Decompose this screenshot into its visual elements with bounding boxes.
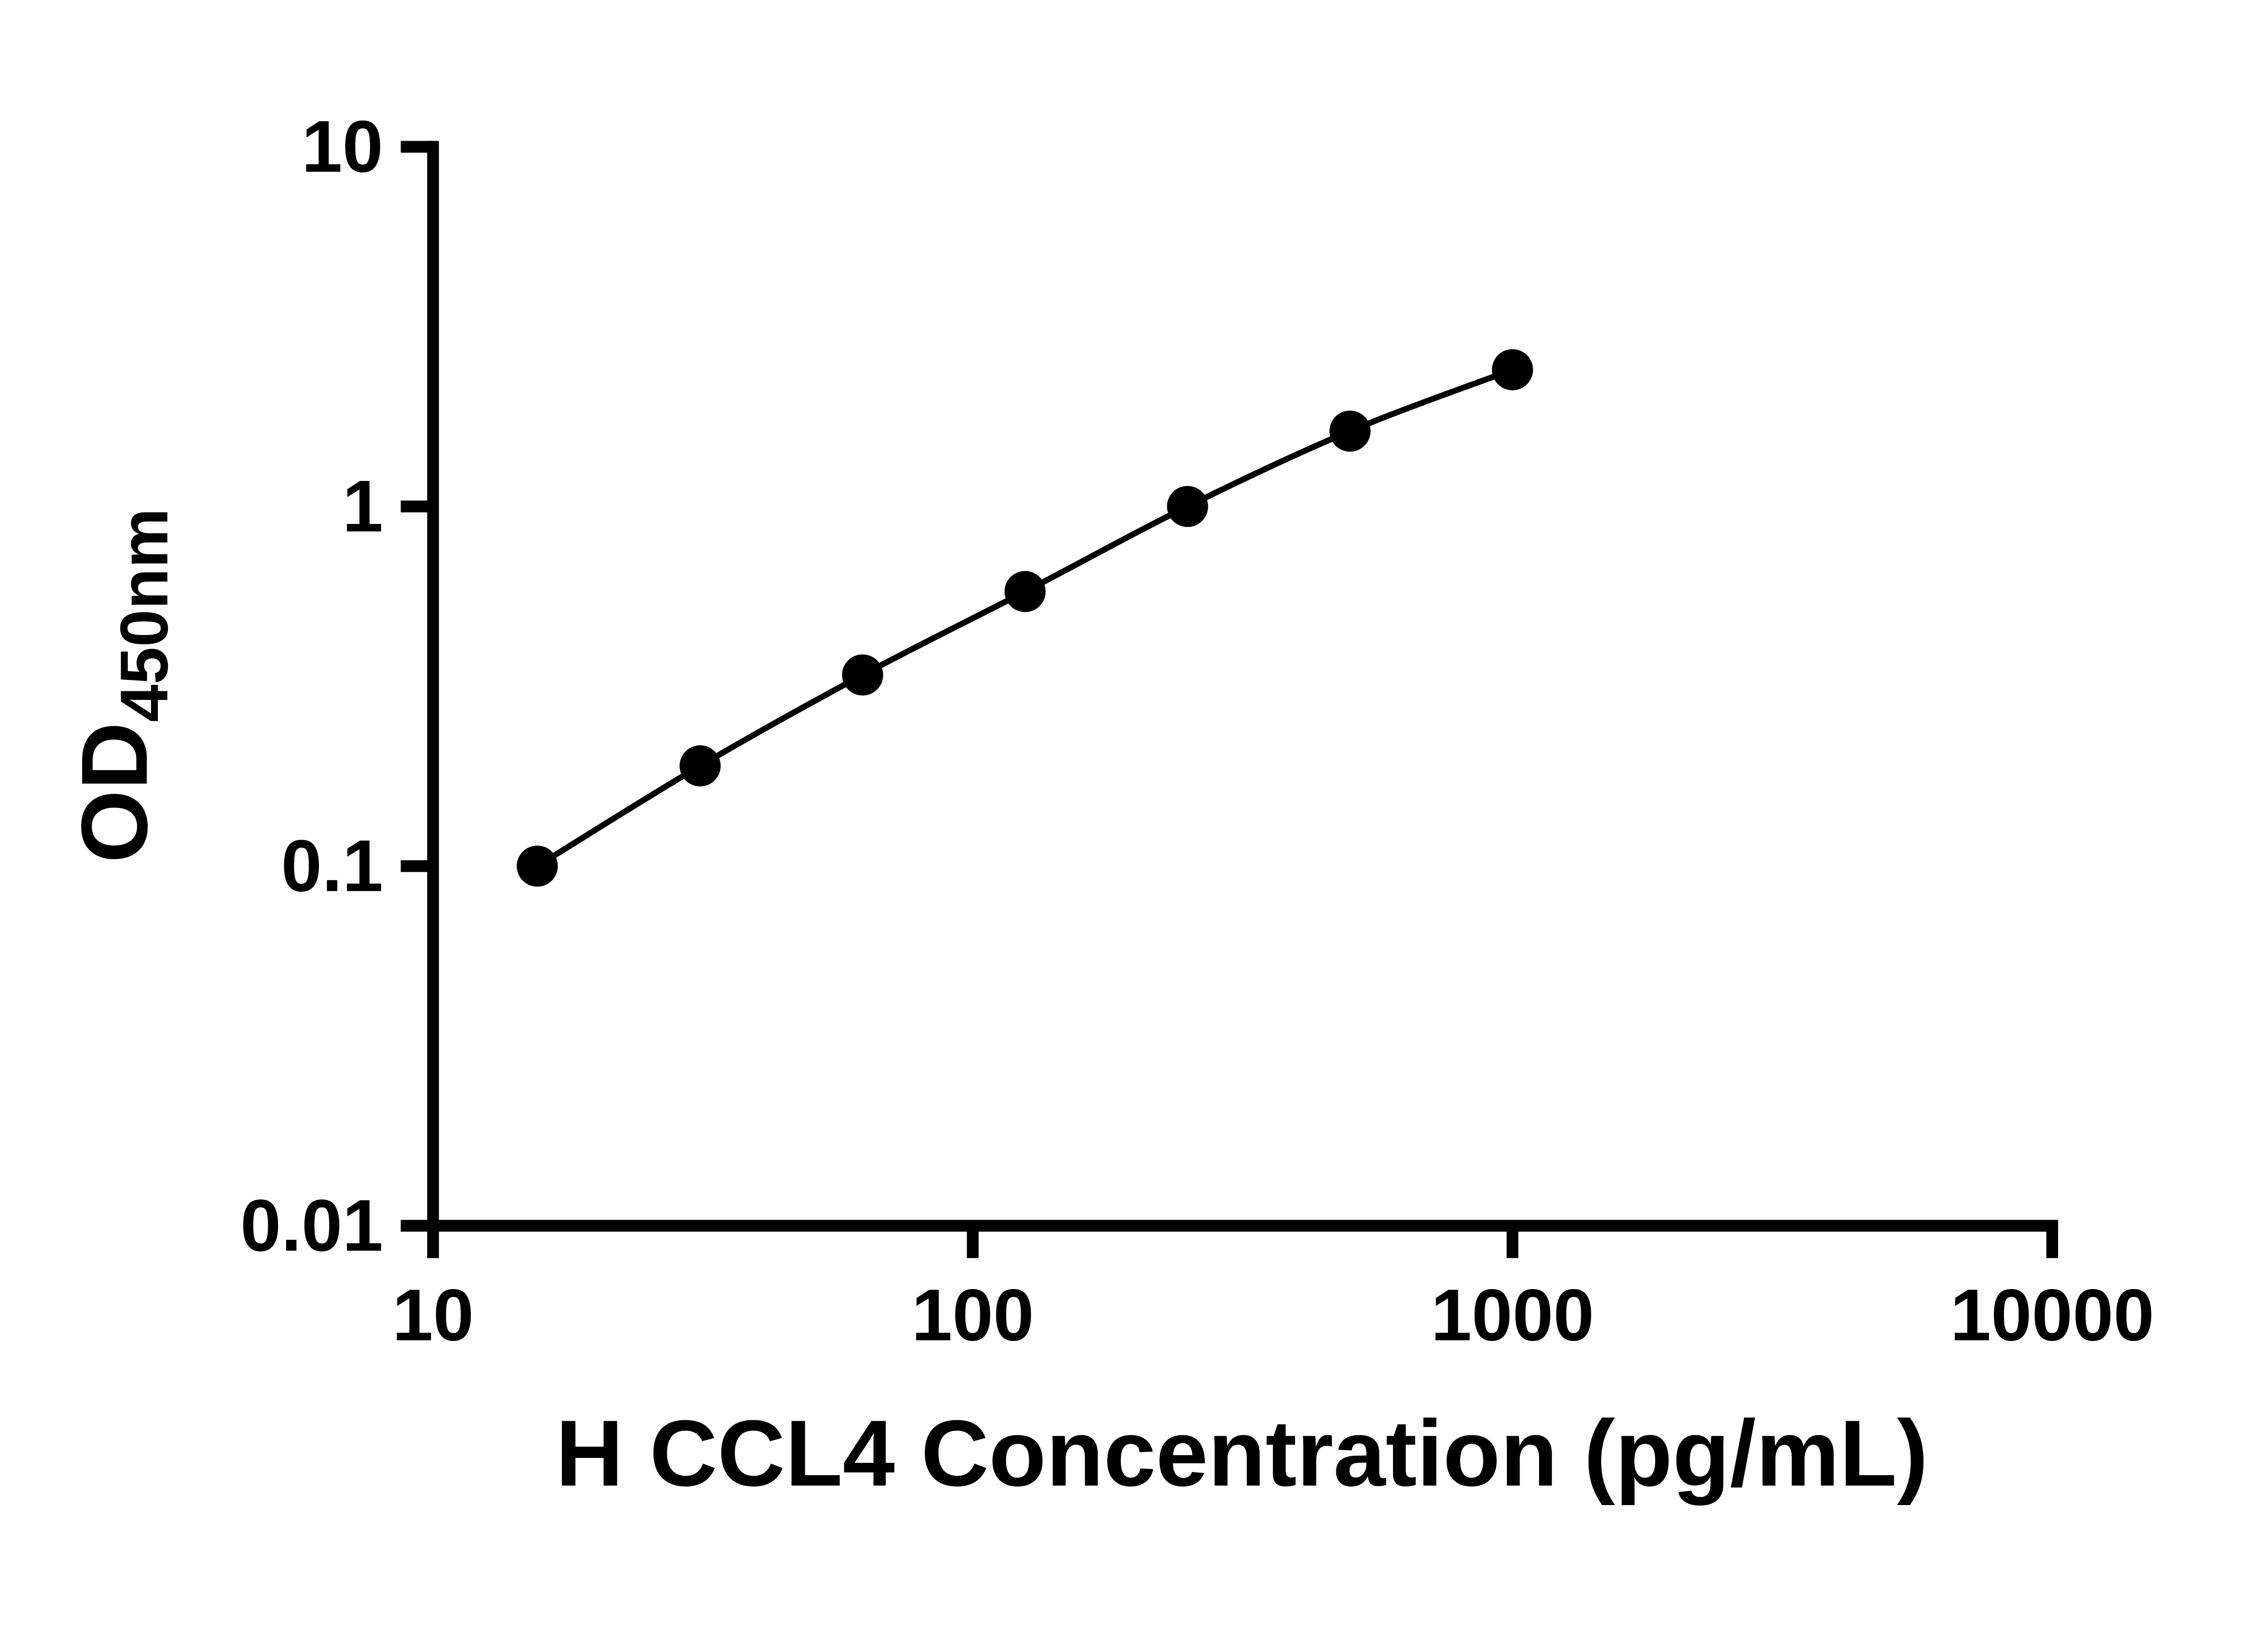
data-point [1492, 349, 1533, 391]
y-tick-label: 10 [302, 106, 383, 188]
data-point [1329, 411, 1371, 452]
y-tick-label: 0.01 [240, 1185, 383, 1266]
y-axis-title: OD450nm [62, 508, 182, 863]
y-axis-title-sub: 450nm [106, 508, 182, 722]
elisa-standard-curve-chart: 10 100 1000 10000 0.01 0.1 1 10 H CCL4 Concentr… [62, 106, 2155, 1506]
data-point [517, 846, 558, 887]
x-tick-label: 10 [392, 1275, 474, 1356]
x-tick-label: 10000 [1950, 1275, 2154, 1356]
y-axis-title-main: OD [62, 722, 167, 863]
standard-curve [536, 367, 1514, 869]
y-tick-label: 1 [342, 466, 383, 548]
data-point [679, 745, 721, 787]
x-tick-label: 1000 [1431, 1275, 1594, 1356]
x-axis-title: H CCL4 Concentration (pg/mL) [556, 1401, 1928, 1506]
data-point [1004, 571, 1046, 612]
data-point [842, 654, 883, 696]
data-point [1167, 486, 1208, 527]
elisa-standard-curve-figure: 10 100 1000 10000 0.01 0.1 1 10 H CCL4 Concentr… [62, 106, 2155, 1506]
plot-area: 10 100 1000 10000 0.01 0.1 1 10 [240, 106, 2154, 1356]
y-tick-label: 0.1 [281, 825, 383, 907]
x-tick-label: 100 [912, 1275, 1034, 1356]
